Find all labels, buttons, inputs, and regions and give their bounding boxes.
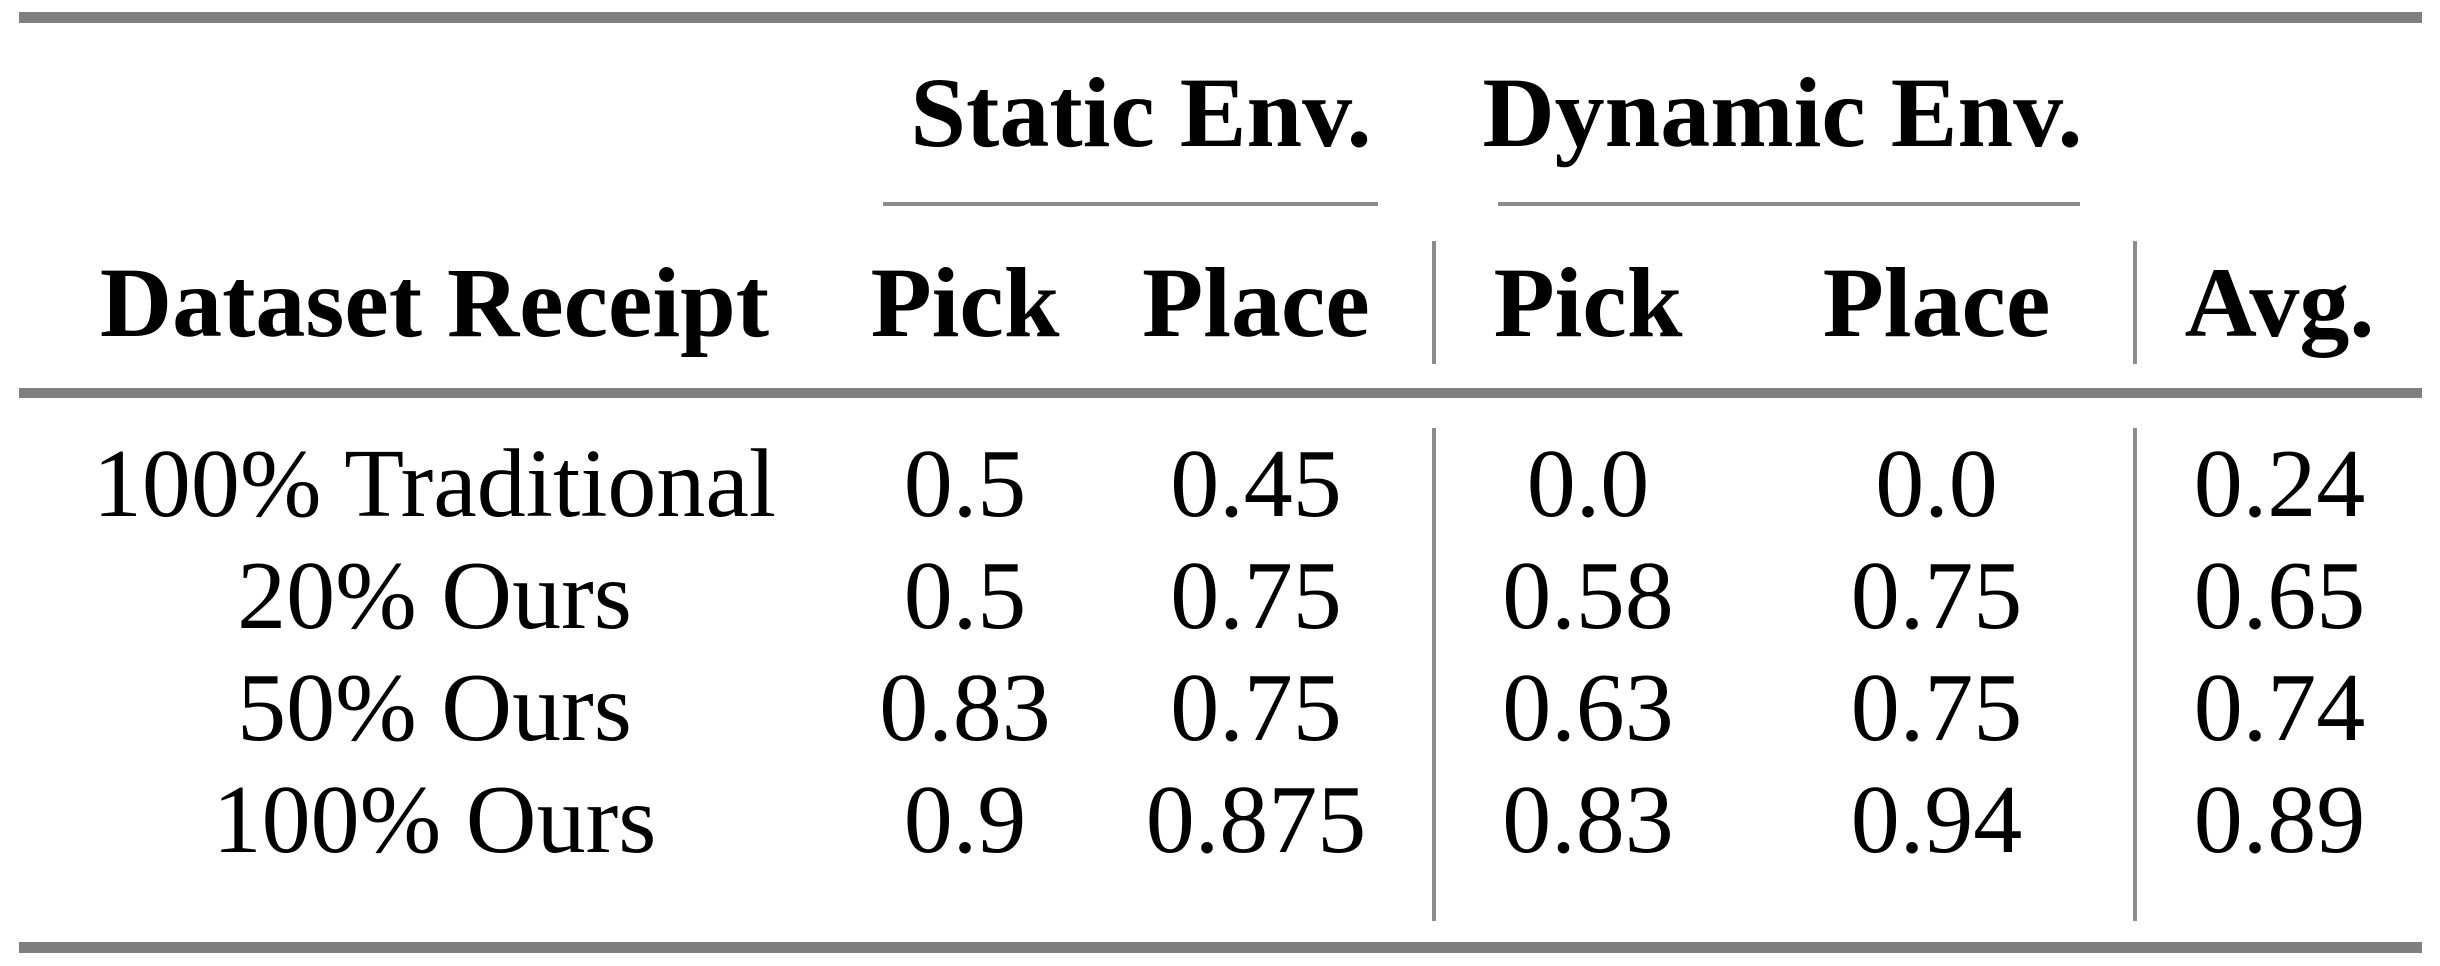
column-group-static-env: Static Env. — [910, 56, 1372, 168]
cell-dynamic-place: 0.0 — [1875, 430, 1998, 538]
dynamic-env-underline-rule — [1498, 202, 2081, 206]
results-table: Static Env. Dynamic Env. Dataset Receipt… — [19, 12, 2423, 953]
cell-dynamic-pick: 0.63 — [1432, 652, 1740, 764]
column-header-static-pick: Pick — [870, 246, 1060, 358]
column-header-avg: Avg. — [2133, 241, 2422, 364]
cell-dynamic-pick: 0.83 — [1432, 764, 1740, 921]
column-header-dataset-receipt: Dataset Receipt — [99, 246, 770, 358]
group-header-empty-cell-right — [2133, 23, 2422, 202]
spacer-row — [19, 921, 2422, 942]
table-row-50-ours: 50% Ours 0.83 0.75 0.63 0.75 0.74 — [19, 652, 2422, 764]
cell-dynamic-place: 0.75 — [1850, 654, 2023, 762]
cell-avg: 0.65 — [2133, 540, 2422, 652]
cmidrule-row — [19, 202, 2422, 206]
cell-avg: 0.89 — [2133, 764, 2422, 921]
cell-dynamic-pick: 0.58 — [1432, 540, 1740, 652]
cell-dynamic-place: 0.94 — [1850, 766, 2023, 874]
cell-static-pick: 0.5 — [903, 542, 1027, 650]
column-header-row: Dataset Receipt Pick Place Pick Place Av… — [19, 241, 2422, 364]
column-group-dynamic-env: Dynamic Env. — [1482, 56, 2083, 168]
cell-static-pick: 0.83 — [879, 654, 1051, 762]
cell-static-place: 0.75 — [1170, 654, 1342, 762]
cell-avg: 0.24 — [2133, 428, 2422, 540]
cell-dynamic-place: 0.75 — [1850, 542, 2023, 650]
row-label: 100% Traditional — [92, 430, 777, 538]
cell-static-place: 0.45 — [1170, 430, 1342, 538]
row-label: 50% Ours — [237, 654, 632, 762]
header-midrule — [19, 388, 2423, 398]
spacer-row — [19, 398, 2422, 428]
cell-dynamic-pick: 0.0 — [1432, 428, 1740, 540]
column-header-dynamic-place: Place — [1822, 246, 2051, 358]
cell-static-pick: 0.9 — [903, 766, 1027, 874]
table-row-100-ours: 100% Ours 0.9 0.875 0.83 0.94 0.89 — [19, 764, 2422, 921]
row-label: 100% Ours — [212, 766, 657, 874]
spacer-row — [19, 206, 2422, 241]
row-label: 20% Ours — [237, 542, 632, 650]
cell-static-pick: 0.5 — [903, 430, 1027, 538]
midrule-row — [19, 388, 2423, 398]
column-header-dynamic-pick: Pick — [1432, 241, 1740, 364]
spacer-row — [19, 364, 2422, 388]
cell-avg: 0.74 — [2133, 652, 2422, 764]
column-header-static-place: Place — [1142, 246, 1370, 358]
group-header-empty-cell — [19, 23, 850, 202]
cell-static-place: 0.875 — [1145, 766, 1367, 874]
cell-static-place: 0.75 — [1170, 542, 1342, 650]
group-header-row: Static Env. Dynamic Env. — [19, 23, 2422, 202]
table-row-20-ours: 20% Ours 0.5 0.75 0.58 0.75 0.65 — [19, 540, 2422, 652]
table-row-100-traditional: 100% Traditional 0.5 0.45 0.0 0.0 0.24 — [19, 428, 2422, 540]
static-env-underline-rule — [883, 202, 1378, 206]
